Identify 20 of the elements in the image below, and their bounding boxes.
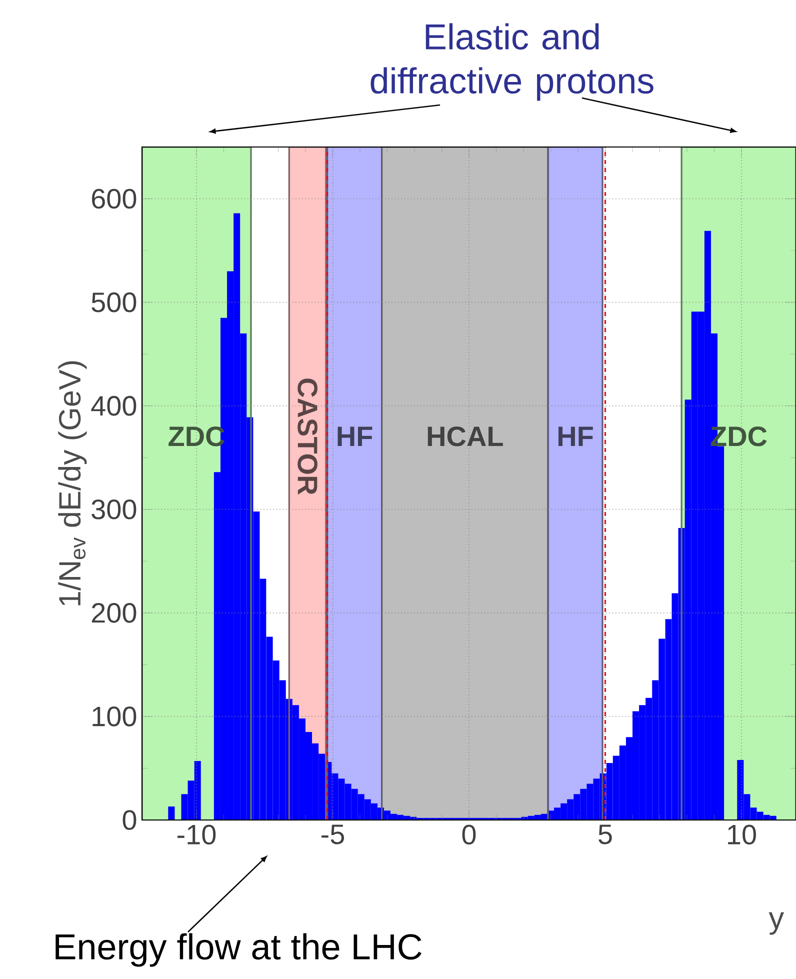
x-tick-label: -10 [177,824,216,845]
y-tick-label: 0 [122,810,136,830]
text: Energy flow at the LHC [56,933,422,967]
band-label: CASTOR [298,378,318,495]
text: Elastic and diffractive protons [370,23,654,101]
y-tick-label: 300 [92,499,136,520]
band-label: HF [338,426,372,446]
band-label: HF [558,426,593,446]
y-tick-label: 600 [92,188,136,209]
band-label: HCAL [428,426,503,446]
x-tick-label: -5 [322,824,344,844]
y-tick-label: 200 [92,603,136,623]
x-tick-label: 0 [462,824,476,845]
x-tick-label: 5 [598,824,612,844]
x-tick-label: 10 [728,824,756,845]
y-tick-label: 500 [92,292,136,312]
y-axis-title: 1/N$_{ev}$ dE/dy (GeV) [58,361,87,606]
y-tick-label: 100 [92,706,136,726]
x-axis-title: y [768,912,784,935]
y-tick-label: 400 [91,396,136,416]
